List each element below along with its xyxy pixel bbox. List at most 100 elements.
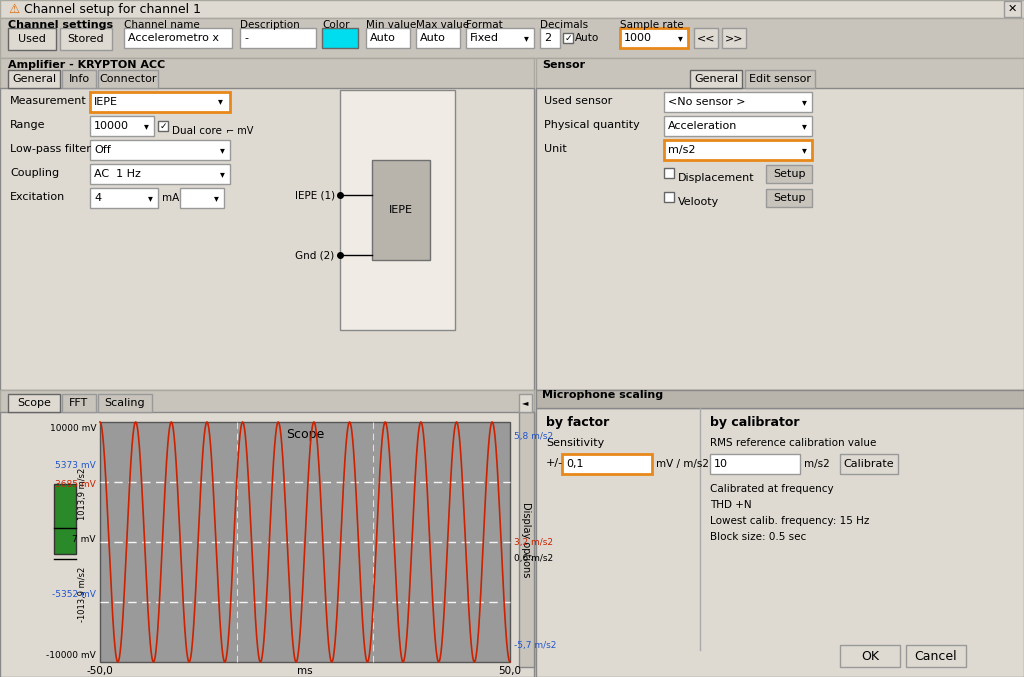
- Bar: [8, 28, 56, 50]
- Bar: [90, 140, 230, 160]
- Text: ▾: ▾: [214, 193, 219, 203]
- Text: Amplifier - KRYPTON ACC: Amplifier - KRYPTON ACC: [8, 60, 165, 70]
- Text: Display options: Display options: [521, 502, 531, 577]
- Text: ✓: ✓: [564, 33, 571, 43]
- Text: Decimals: Decimals: [540, 20, 588, 30]
- Bar: [60, 28, 112, 50]
- Bar: [536, 390, 1024, 408]
- Bar: [90, 92, 230, 112]
- Text: ms: ms: [297, 666, 312, 676]
- Text: 10: 10: [714, 459, 728, 469]
- Text: <No sensor >: <No sensor >: [668, 97, 745, 107]
- Text: by factor: by factor: [546, 416, 609, 429]
- Text: Connector: Connector: [99, 74, 157, 84]
- Bar: [620, 28, 688, 48]
- Bar: [536, 408, 1024, 677]
- Text: IEPE: IEPE: [94, 97, 118, 107]
- Bar: [366, 28, 410, 48]
- Text: Max value: Max value: [416, 20, 469, 30]
- Text: 10000: 10000: [94, 121, 129, 131]
- Text: AC  1 Hz: AC 1 Hz: [94, 169, 141, 179]
- Text: Auto: Auto: [370, 33, 396, 43]
- Text: ▾: ▾: [148, 193, 153, 203]
- Bar: [563, 33, 573, 43]
- Text: mA: mA: [162, 193, 179, 203]
- Bar: [664, 116, 812, 136]
- Text: -50,0: -50,0: [87, 666, 114, 676]
- Bar: [766, 189, 812, 207]
- Text: Used: Used: [18, 34, 46, 44]
- Text: Setup: Setup: [773, 169, 805, 179]
- Text: Coupling: Coupling: [10, 168, 59, 178]
- Text: Physical quantity: Physical quantity: [544, 120, 640, 130]
- Text: Scope: Scope: [17, 398, 51, 408]
- Bar: [840, 454, 898, 474]
- Bar: [664, 168, 674, 178]
- Text: Format: Format: [466, 20, 503, 30]
- Text: <<: <<: [696, 33, 715, 43]
- Bar: [0, 0, 1024, 18]
- Bar: [840, 645, 900, 667]
- Text: ▾: ▾: [802, 97, 807, 107]
- Bar: [745, 70, 815, 88]
- Text: 5,8 m/s2: 5,8 m/s2: [514, 432, 553, 441]
- Bar: [100, 422, 510, 662]
- Bar: [710, 454, 800, 474]
- Text: Sensor: Sensor: [542, 60, 585, 70]
- Text: Range: Range: [10, 120, 45, 130]
- Text: ▾: ▾: [220, 169, 225, 179]
- Bar: [0, 412, 534, 677]
- Text: ▾: ▾: [220, 145, 225, 155]
- Text: ▾: ▾: [524, 33, 529, 43]
- Bar: [536, 58, 1024, 390]
- Text: Excitation: Excitation: [10, 192, 66, 202]
- Text: Stored: Stored: [68, 34, 104, 44]
- Text: Block size: 0.5 sec: Block size: 0.5 sec: [710, 532, 806, 542]
- Text: Setup: Setup: [773, 193, 805, 203]
- Text: -1013,9 m/s2: -1013,9 m/s2: [78, 567, 86, 622]
- Text: Fixed: Fixed: [470, 33, 499, 43]
- Text: Info: Info: [69, 74, 89, 84]
- Text: Lowest calib. frequency: 15 Hz: Lowest calib. frequency: 15 Hz: [710, 516, 869, 526]
- Bar: [540, 28, 560, 48]
- Bar: [240, 28, 316, 48]
- Text: Auto: Auto: [575, 33, 599, 43]
- Text: OK: OK: [861, 649, 879, 663]
- Bar: [340, 90, 455, 330]
- Bar: [536, 390, 1024, 677]
- Text: Description: Description: [240, 20, 300, 30]
- Bar: [690, 70, 742, 88]
- Bar: [62, 70, 96, 88]
- Text: IEPE: IEPE: [389, 205, 413, 215]
- Bar: [158, 121, 168, 131]
- Text: FFT: FFT: [70, 398, 89, 408]
- Text: Sensitivity: Sensitivity: [546, 438, 604, 448]
- Bar: [722, 28, 746, 48]
- Text: ◄: ◄: [522, 399, 528, 408]
- Text: ✓: ✓: [160, 121, 167, 131]
- Bar: [0, 88, 534, 390]
- Text: General: General: [12, 74, 56, 84]
- Text: Microphone scaling: Microphone scaling: [542, 390, 664, 400]
- Text: General: General: [694, 74, 738, 84]
- Bar: [54, 485, 76, 554]
- Bar: [1004, 1, 1021, 17]
- Text: IEPE (1): IEPE (1): [295, 190, 335, 200]
- Text: Channel settings: Channel settings: [8, 20, 113, 30]
- Bar: [519, 394, 532, 412]
- Text: ▾: ▾: [144, 121, 150, 131]
- Text: ▾: ▾: [678, 33, 683, 43]
- Bar: [664, 92, 812, 112]
- Text: ⚠: ⚠: [8, 3, 19, 16]
- Bar: [8, 70, 60, 88]
- Text: Acceleration: Acceleration: [668, 121, 737, 131]
- Bar: [124, 28, 232, 48]
- Text: 0,6 m/s2: 0,6 m/s2: [514, 554, 553, 563]
- Text: 4: 4: [94, 193, 101, 203]
- Text: Auto: Auto: [420, 33, 445, 43]
- Bar: [519, 412, 534, 667]
- Bar: [562, 454, 652, 474]
- Text: Unit: Unit: [544, 144, 566, 154]
- Text: Accelerometro x: Accelerometro x: [128, 33, 219, 43]
- Text: THD +N: THD +N: [710, 500, 752, 510]
